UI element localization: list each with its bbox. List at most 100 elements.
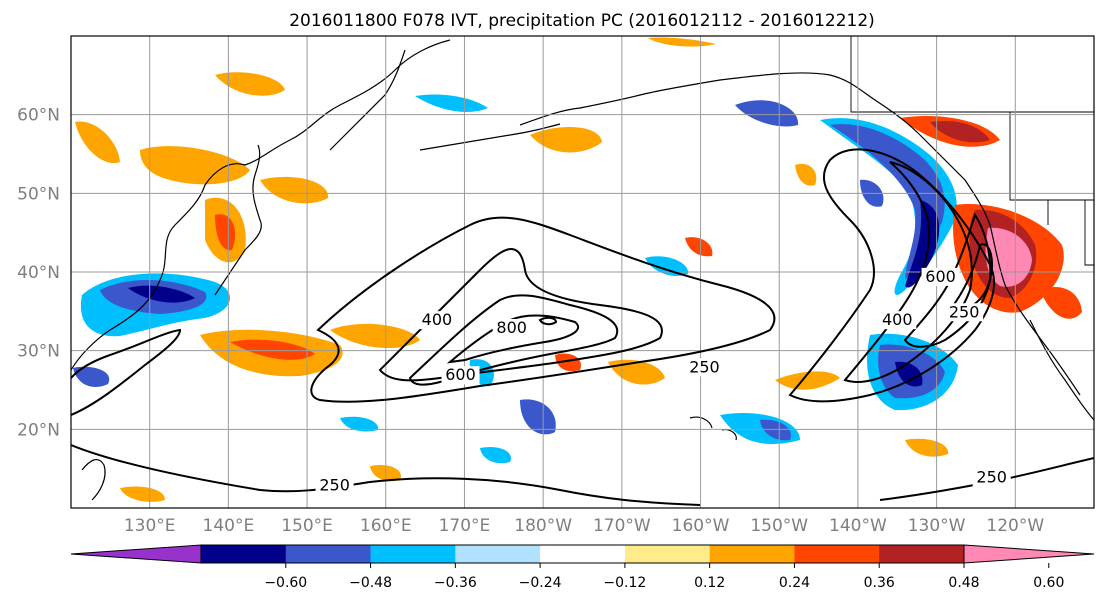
precip-positive-patch bbox=[555, 353, 581, 372]
contour-label-background bbox=[972, 468, 1011, 487]
colorbar-segment bbox=[879, 545, 965, 563]
precip-positive-patch bbox=[930, 120, 990, 143]
precip-positive-patch bbox=[215, 214, 236, 251]
ivt-contour-label: 250 bbox=[689, 357, 720, 376]
precip-negative-patch bbox=[415, 94, 488, 112]
lat-tick-label: 20°N bbox=[17, 420, 60, 440]
precip-negative-patch bbox=[340, 416, 379, 432]
colorbar-segment bbox=[370, 545, 456, 563]
colorbar-tick-label: −0.12 bbox=[603, 575, 646, 591]
lon-tick-label: 160°W bbox=[672, 516, 730, 536]
precip-negative-patch bbox=[830, 124, 945, 281]
lon-tick-label: 130°W bbox=[908, 516, 966, 536]
precip-positive-patch bbox=[530, 126, 602, 153]
lon-tick-label: 150°E bbox=[281, 516, 333, 536]
precip-positive-patch bbox=[330, 323, 420, 349]
precip-negative-patch bbox=[905, 200, 940, 288]
precip-positive-patch bbox=[260, 176, 329, 204]
colorbar-segment bbox=[201, 545, 287, 563]
contour-label-background bbox=[315, 476, 354, 495]
coastline-baja bbox=[1029, 319, 1094, 421]
colorbar-segment bbox=[285, 545, 372, 563]
ivt-contour-250-east bbox=[788, 148, 995, 403]
ivt-contour-label: 250 bbox=[976, 467, 1007, 486]
colorbar-tick-label: −0.36 bbox=[434, 575, 477, 591]
precip-positive-patch bbox=[905, 438, 949, 457]
colorbar-segment bbox=[540, 545, 626, 563]
colorbar-tick-label: −0.60 bbox=[264, 575, 307, 591]
lat-tick-label: 60°N bbox=[17, 106, 60, 126]
coastline-kamchatka bbox=[329, 49, 406, 151]
coastline-philippines bbox=[81, 458, 106, 501]
coastline-alaska bbox=[519, 72, 921, 136]
colorbar-tick-label: 0.60 bbox=[1033, 575, 1064, 591]
ivt-contour-label: 800 bbox=[496, 318, 527, 337]
lon-tick-label: 150°W bbox=[750, 516, 808, 536]
contour-label-background bbox=[945, 303, 984, 322]
ivt-contour-label: 600 bbox=[925, 267, 956, 286]
precip-negative-patch bbox=[645, 256, 689, 277]
ivt-contour-label: 250 bbox=[949, 302, 980, 321]
map-area: 250 400 600 800 250 250 400 600 250 bbox=[71, 36, 1094, 508]
contour-label-background bbox=[878, 311, 917, 330]
lon-tick-label: 140°E bbox=[203, 516, 255, 536]
contour-label-background bbox=[921, 267, 960, 286]
precip-positive-patch bbox=[1040, 286, 1082, 319]
ivt-contour-label: 400 bbox=[882, 310, 913, 329]
precip-negative-patch bbox=[760, 419, 791, 441]
border-canada-us-south bbox=[1009, 112, 1094, 201]
ivt-contour-250 bbox=[310, 216, 776, 403]
colorbar-segment bbox=[624, 545, 711, 563]
lon-tick-label: 170°E bbox=[439, 516, 491, 536]
precip-positive-patch bbox=[685, 237, 713, 257]
colorbar-tick-label: 0.48 bbox=[948, 575, 979, 591]
ivt-contour-800-core bbox=[538, 316, 558, 326]
ivt-contour-label: 400 bbox=[422, 310, 453, 329]
borders bbox=[850, 36, 1094, 266]
colorbar-outline bbox=[200, 544, 965, 564]
ivt-contour-250-south bbox=[71, 444, 701, 506]
lat-tick-label: 30°N bbox=[17, 342, 60, 362]
precip-positive-patch bbox=[140, 146, 250, 185]
precip-negative-patch bbox=[480, 446, 511, 464]
lon-tick-label: 180°W bbox=[514, 516, 572, 536]
coastline-asia bbox=[71, 39, 451, 371]
precip-positive-patch bbox=[648, 37, 716, 47]
lat-tick-label: 50°N bbox=[17, 184, 60, 204]
colorbar-tick-label: 0.12 bbox=[694, 575, 725, 591]
precip-positive-patch bbox=[120, 486, 165, 502]
colorbar-segment bbox=[455, 545, 541, 563]
coastlines bbox=[71, 39, 1094, 501]
colorbar-extend-min bbox=[70, 544, 202, 564]
colorbar-extend-max bbox=[963, 544, 1095, 564]
lon-tick-label: 140°W bbox=[829, 516, 887, 536]
latitude-tick-labels: 20°N 30°N 40°N 50°N 60°N bbox=[17, 106, 60, 441]
border-canada-us bbox=[850, 36, 1094, 113]
ivt-contour-label: 600 bbox=[445, 365, 476, 384]
ivt-contour-labels: 250 400 600 800 250 250 400 600 250 bbox=[315, 267, 1011, 495]
colorbar-segment bbox=[794, 545, 880, 563]
contour-label-background bbox=[492, 319, 531, 337]
lon-tick-label: 120°W bbox=[986, 516, 1044, 536]
precip-negative-patch bbox=[520, 399, 556, 435]
ivt-contour-label: 250 bbox=[319, 475, 350, 494]
precip-positive-patch bbox=[795, 163, 817, 186]
colorbar-tick-label: −0.48 bbox=[349, 575, 392, 591]
colorbar-tick-label: 0.36 bbox=[864, 575, 895, 591]
precip-negative-patch bbox=[73, 366, 110, 387]
map-frame bbox=[70, 35, 1095, 509]
precip-positive-patch bbox=[230, 339, 315, 360]
coastline-nw-america bbox=[919, 134, 1081, 396]
colorbar-tick-label: 0.24 bbox=[779, 575, 810, 591]
precip-positive-patch bbox=[775, 371, 840, 390]
contour-label-background bbox=[685, 358, 724, 377]
colorbar: −0.60 −0.48 −0.36 −0.24 −0.12 0.12 0.24 0.36 0.4… bbox=[70, 544, 1095, 591]
lon-tick-label: 170°W bbox=[593, 516, 651, 536]
lon-tick-label: 130°E bbox=[124, 516, 176, 536]
contour-label-background bbox=[441, 366, 480, 385]
precip-negative-patch bbox=[735, 100, 799, 127]
precip-negative-patch bbox=[128, 285, 195, 303]
precip-positive-patch bbox=[75, 121, 120, 164]
